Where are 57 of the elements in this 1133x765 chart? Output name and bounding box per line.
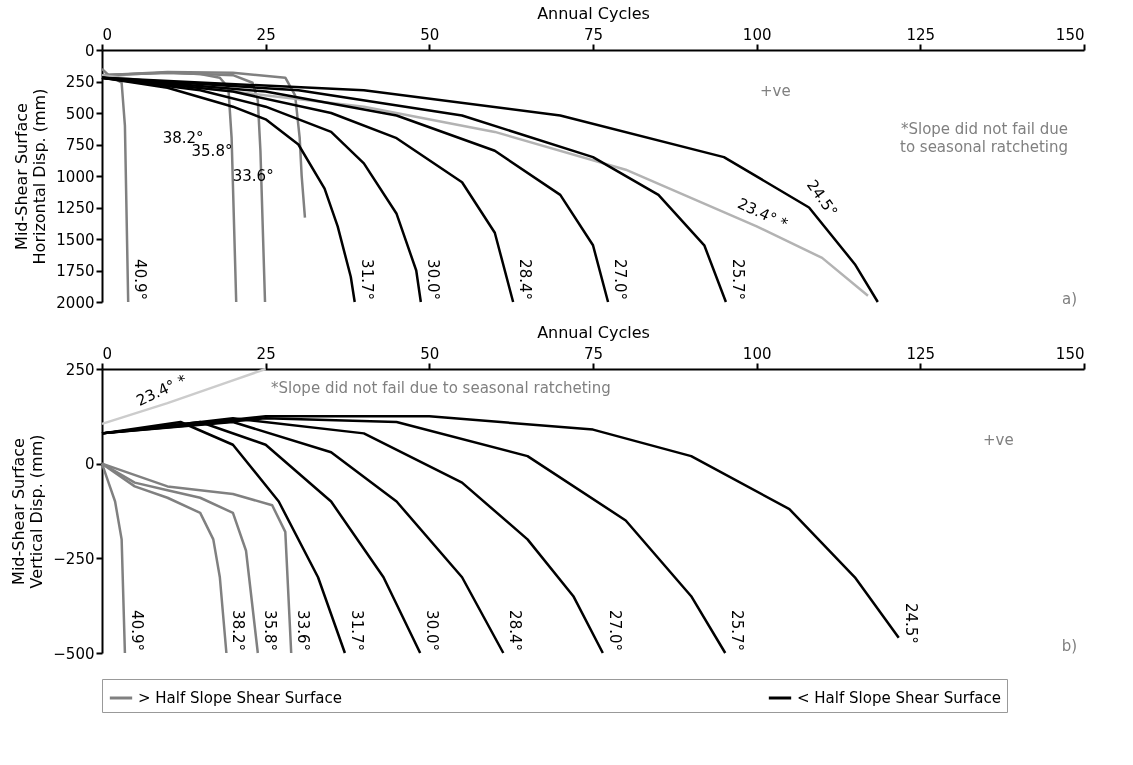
- annotation: 25.7°: [728, 610, 747, 651]
- x-tick-label: 150: [1055, 344, 1085, 363]
- annotation: 35.8°: [260, 610, 279, 651]
- y-tick-label: 0: [84, 41, 95, 60]
- x-tick-label: 25: [256, 25, 276, 44]
- x-tick-label: 125: [906, 25, 936, 44]
- y-tick-label: 1250: [56, 199, 95, 217]
- annotation: 38.2°: [229, 610, 248, 651]
- y-axis-title: Mid-Shear Surface Horizontal Disp. (mm): [12, 88, 50, 265]
- annotation: b): [1061, 637, 1077, 655]
- x-tick-label: 125: [906, 344, 936, 363]
- annotation: *Slope did not fail due to seasonal ratcheting: [271, 379, 611, 397]
- x-tick-label: 25: [256, 344, 276, 363]
- annotation: 30.0°: [423, 610, 442, 651]
- y-tick-label: 1750: [56, 262, 95, 280]
- x-tick-label: 100: [742, 344, 772, 363]
- x-tick-label: 75: [583, 25, 604, 44]
- y-tick-label: 500: [65, 104, 95, 123]
- y-tick-label: −250: [53, 549, 95, 568]
- annotation: 28.4°: [516, 259, 535, 300]
- annotation: 25.7°: [728, 259, 747, 300]
- x-tick-label: 50: [420, 25, 440, 44]
- annotation: a): [1061, 290, 1077, 308]
- annotation: 24.5°: [901, 602, 920, 644]
- annotation: +ve: [760, 82, 791, 100]
- annotation: 23.4° *: [734, 194, 791, 234]
- x-axis-title: Annual Cycles: [537, 322, 650, 342]
- y-tick-label: −500: [53, 644, 95, 663]
- y-tick-label: 750: [65, 136, 95, 154]
- annotation: 40.9°: [131, 259, 150, 300]
- y-tick-label: 0: [84, 455, 95, 474]
- x-tick-label: 150: [1055, 25, 1085, 44]
- x-tick-label: 50: [420, 344, 440, 363]
- annotation: +ve: [983, 431, 1014, 449]
- annotation: *Slope did not fail due to seasonal ratcheting: [900, 120, 1068, 156]
- annotation: 33.6°: [232, 167, 274, 185]
- x-tick-label: 75: [583, 344, 604, 363]
- annotation: 33.6°: [294, 610, 313, 651]
- y-tick-label: 250: [65, 360, 95, 379]
- x-tick-label: 0: [102, 25, 113, 44]
- y-tick-label: 1000: [56, 167, 95, 186]
- x-tick-label: 0: [102, 344, 113, 363]
- annotation: 27.0°: [611, 259, 630, 300]
- annotation: 40.9°: [127, 610, 146, 651]
- y-tick-label: 250: [65, 73, 95, 91]
- y-tick-label: 1500: [56, 230, 95, 249]
- annotation: 27.0°: [605, 610, 624, 651]
- legend-label: > Half Slope Shear Surface: [138, 689, 342, 707]
- legend-label: < Half Slope Shear Surface: [797, 689, 1001, 707]
- y-axis-title: Mid-Shear Surface Vertical Disp. (mm): [9, 434, 47, 589]
- x-axis-title: Annual Cycles: [537, 3, 650, 23]
- x-tick-label: 100: [742, 25, 772, 44]
- annotation: 30.0°: [423, 259, 442, 300]
- annotation: 31.7°: [357, 259, 376, 300]
- annotation: 28.4°: [506, 610, 525, 651]
- annotation: 31.7°: [347, 610, 366, 651]
- y-tick-label: 2000: [56, 293, 95, 312]
